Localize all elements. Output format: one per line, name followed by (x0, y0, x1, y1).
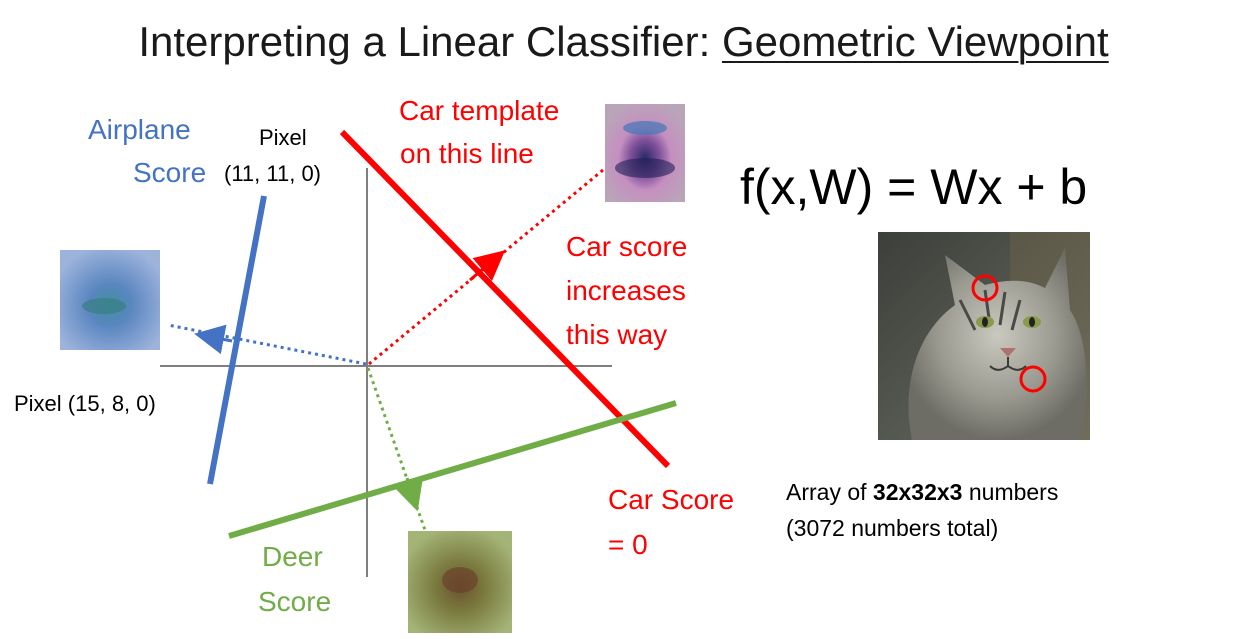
airplane-template-image (60, 250, 160, 350)
formula: f(x,W) = Wx + b (740, 159, 1088, 215)
pixel-y-label-line1: Pixel (259, 125, 307, 150)
pixel-highlight-circle (1019, 365, 1047, 393)
car-template-label-line1: Car template (399, 95, 560, 126)
array-caption-line1: Array of 32x32x3 numbers (786, 474, 1058, 510)
airplane-score-arrow (194, 324, 233, 355)
car-score-direction-line2: increases (566, 275, 686, 306)
deer-score-label-line2: Score (258, 586, 332, 617)
car-template-image (605, 104, 685, 202)
car-template-label-line2: on this line (400, 138, 534, 169)
deer-score-arrow (394, 477, 423, 512)
pixel-x-label: Pixel (15, 8, 0) (14, 391, 156, 416)
title-prefix: Interpreting a Linear Classifier: (138, 18, 722, 65)
array-caption-line2: (3072 numbers total) (786, 515, 999, 541)
slide-title: Interpreting a Linear Classifier: Geomet… (0, 18, 1247, 66)
deer-template-direction (366, 367, 427, 531)
array-caption: Array of 32x32x3 numbers (3072 numbers t… (786, 474, 1058, 546)
car-score-zero-line2: = 0 (608, 529, 648, 560)
deer-decision-line (228, 400, 677, 539)
airplane-score-label-line1: Airplane (88, 114, 191, 145)
cat-image (878, 232, 1090, 440)
airplane-decision-line (207, 195, 267, 485)
caption-prefix: Array of (786, 479, 873, 505)
car-score-direction-line3: this way (566, 319, 668, 350)
car-score-zero-line1: Car Score (608, 484, 735, 515)
car-decision-line (339, 129, 671, 469)
airplane-score-label-line2: Score (133, 157, 207, 188)
car-template-direction (368, 168, 604, 366)
car-score-direction-line1: Car score (566, 231, 688, 262)
pixel-y-label-line2: (11, 11, 0) (224, 161, 322, 186)
deer-score-label-line1: Deer (262, 541, 323, 572)
car-score-arrow (469, 250, 506, 282)
caption-bold: 32x32x3 (872, 479, 963, 505)
deer-template-image (408, 531, 512, 633)
title-emphasis: Geometric Viewpoint (721, 18, 1109, 65)
caption-suffix: numbers (962, 479, 1059, 505)
airplane-template-direction (167, 323, 367, 366)
pixel-highlight-circle (971, 274, 999, 302)
